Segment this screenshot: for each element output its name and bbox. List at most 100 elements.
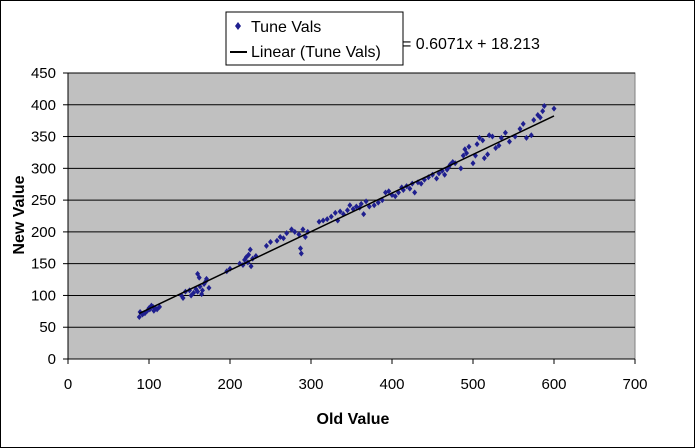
data-point — [531, 117, 537, 124]
data-point — [344, 207, 350, 214]
data-point — [320, 217, 326, 224]
data-point — [297, 245, 303, 252]
data-point — [480, 137, 486, 144]
data-points — [136, 103, 557, 321]
y-axis-title: New Value — [11, 175, 28, 254]
x-tick-labels: 0 100 200 300 400 500 600 700 — [64, 376, 648, 393]
gridlines — [68, 72, 635, 328]
data-point — [485, 151, 491, 158]
data-point — [347, 202, 353, 209]
x-tick-label: 0 — [64, 376, 72, 393]
data-point — [199, 287, 205, 294]
data-point — [407, 185, 413, 192]
data-point — [180, 294, 186, 301]
x-tick-label: 700 — [622, 376, 647, 393]
trendline-equation: = 0.6071x + 18.213 — [402, 36, 540, 53]
data-point — [324, 216, 330, 223]
data-point — [296, 231, 302, 238]
x-tick-label: 600 — [541, 376, 566, 393]
data-point — [268, 239, 273, 246]
data-point — [195, 288, 201, 295]
legend-label-series: Tune Vals — [251, 19, 321, 36]
data-point — [523, 134, 529, 141]
y-tick-label: 0 — [48, 351, 56, 368]
data-point — [506, 138, 512, 145]
data-point — [300, 226, 306, 233]
data-point — [253, 253, 259, 260]
data-point — [316, 218, 322, 225]
y-tick-label: 50 — [39, 319, 56, 336]
data-point — [361, 211, 367, 218]
data-point — [517, 125, 523, 132]
data-point — [464, 150, 470, 157]
data-point — [458, 165, 464, 172]
data-point — [540, 108, 546, 115]
data-point — [274, 237, 280, 244]
data-point — [284, 230, 290, 237]
data-point — [280, 235, 286, 242]
x-tick-label: 100 — [136, 376, 161, 393]
data-point — [298, 250, 304, 257]
x-tick-label: 200 — [217, 376, 242, 393]
data-point — [263, 242, 269, 249]
y-tick-label: 150 — [31, 256, 56, 273]
data-point — [337, 208, 343, 215]
plot-area — [67, 72, 636, 360]
legend: Tune Vals Linear (Tune Vals) — [225, 11, 404, 66]
data-point — [289, 226, 295, 233]
data-point — [493, 144, 499, 151]
data-point — [520, 120, 526, 127]
legend-label-trendline: Linear (Tune Vals) — [251, 44, 381, 61]
data-point — [541, 103, 547, 110]
y-tick-label: 100 — [31, 287, 56, 304]
data-point — [371, 202, 377, 209]
data-point — [332, 209, 338, 216]
data-point — [392, 193, 398, 200]
data-point — [470, 160, 476, 167]
data-point — [206, 284, 212, 291]
data-point — [412, 189, 418, 196]
y-tick-label: 450 — [31, 65, 56, 82]
data-point — [157, 303, 163, 310]
data-point — [247, 246, 253, 253]
axes — [63, 72, 636, 364]
data-point — [248, 263, 254, 270]
data-point — [418, 180, 424, 187]
data-point — [191, 289, 197, 296]
data-point — [136, 314, 142, 321]
data-point — [328, 213, 334, 220]
y-tick-label: 300 — [31, 160, 56, 177]
y-tick-label: 400 — [31, 97, 56, 114]
data-point — [537, 114, 543, 121]
data-point — [375, 199, 381, 206]
data-point — [246, 251, 252, 258]
data-point — [460, 152, 466, 159]
data-point — [474, 141, 480, 148]
data-point — [442, 171, 448, 178]
data-point — [498, 134, 504, 141]
data-point — [466, 143, 472, 150]
data-point — [196, 274, 202, 281]
data-point — [434, 175, 440, 182]
x-tick-label: 500 — [460, 376, 485, 393]
legend-diamond-marker-icon — [235, 22, 241, 30]
y-tick-labels: 0 50 100 150 200 250 300 350 400 450 — [31, 65, 56, 368]
data-point — [502, 129, 508, 136]
trendline — [138, 115, 555, 315]
data-point — [363, 198, 369, 205]
data-point — [476, 134, 482, 141]
trendline-layer — [138, 115, 555, 315]
data-point — [528, 132, 534, 139]
legend-box — [225, 11, 404, 66]
y-tick-label: 350 — [31, 129, 56, 146]
data-point — [496, 142, 502, 149]
x-axis-title: Old Value — [317, 411, 390, 428]
x-tick-label: 400 — [379, 376, 404, 393]
x-tick-label: 300 — [298, 376, 323, 393]
data-point — [386, 188, 392, 195]
data-point — [481, 155, 487, 162]
data-point — [489, 133, 495, 140]
data-point — [292, 228, 298, 235]
y-tick-label: 200 — [31, 224, 56, 241]
